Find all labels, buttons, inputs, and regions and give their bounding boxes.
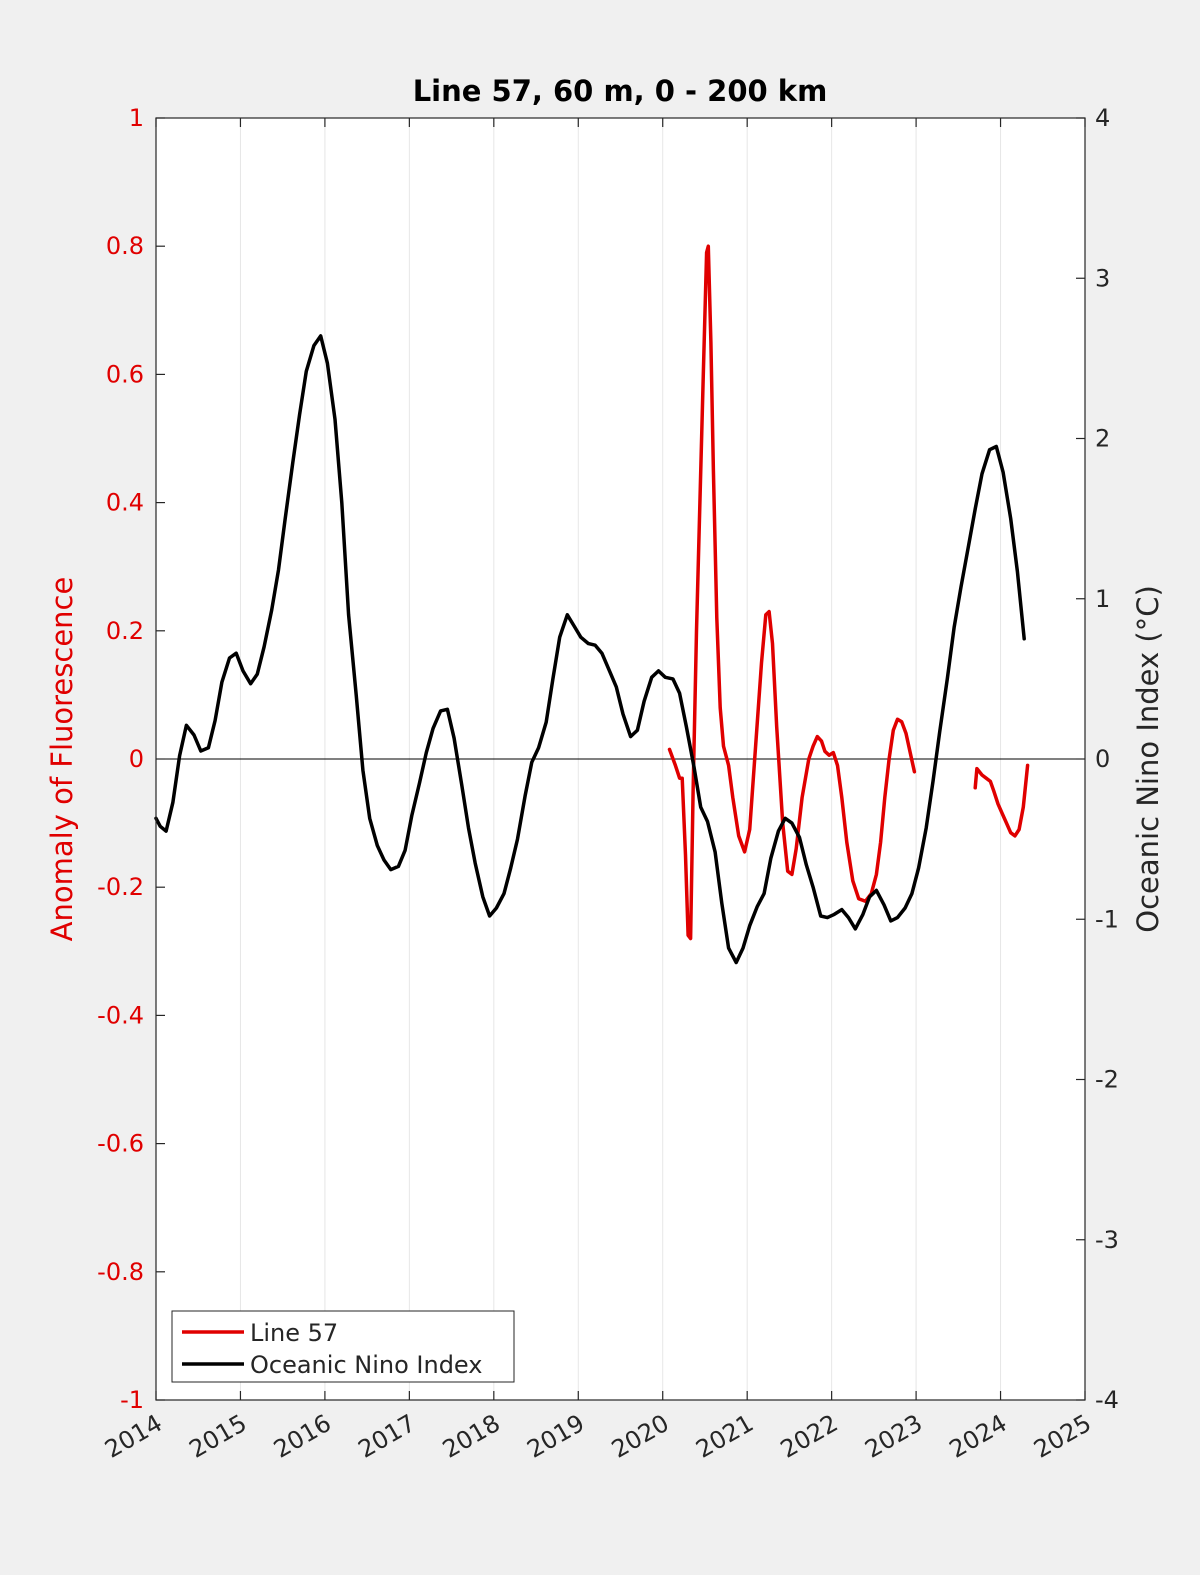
y-left-tick-label: -0.6 bbox=[97, 1130, 144, 1158]
x-tick-label: 2014 bbox=[100, 1409, 167, 1464]
legend-label-line57: Line 57 bbox=[250, 1319, 338, 1347]
y-right-tick-label: 1 bbox=[1095, 585, 1110, 613]
x-tick-label: 2015 bbox=[185, 1409, 252, 1464]
x-tick-label: 2024 bbox=[945, 1409, 1012, 1464]
y-left-tick-label: 0.6 bbox=[106, 360, 144, 388]
y-right-tick-label: -3 bbox=[1095, 1226, 1119, 1254]
x-tick-label: 2016 bbox=[269, 1409, 336, 1464]
x-tick-label: 2019 bbox=[522, 1409, 589, 1464]
x-tick-label: 2017 bbox=[353, 1409, 420, 1464]
y-right-tick-label: -2 bbox=[1095, 1066, 1119, 1094]
legend-label-oni: Oceanic Nino Index bbox=[250, 1351, 482, 1379]
series-line57-segment bbox=[667, 244, 917, 941]
y-right-tick-label: -4 bbox=[1095, 1386, 1119, 1414]
x-tick-label: 2025 bbox=[1029, 1409, 1096, 1464]
x-tick-label: 2020 bbox=[607, 1409, 674, 1464]
y-axis-right-label: Oceanic Nino Index (°C) bbox=[1131, 585, 1165, 933]
series-layer bbox=[154, 244, 1030, 965]
y-left-tick-label: -1 bbox=[120, 1386, 144, 1414]
y-axis-left-label: Anomaly of Fluorescence bbox=[45, 577, 79, 942]
y-right-tick-label: 3 bbox=[1095, 264, 1110, 292]
y-left-tick-label: 0 bbox=[129, 745, 144, 773]
y-left-tick-label: -0.4 bbox=[97, 1001, 144, 1029]
y-left-tick-label: 0.8 bbox=[106, 232, 144, 260]
y-right-tick-label: -1 bbox=[1095, 905, 1119, 933]
x-tick-label: 2021 bbox=[691, 1409, 758, 1464]
y-left-tick-label: 0.2 bbox=[106, 617, 144, 645]
y-right-tick-label: 2 bbox=[1095, 425, 1110, 453]
y-left-tick-label: -0.2 bbox=[97, 873, 144, 901]
y-left-tick-label: 0.4 bbox=[106, 489, 144, 517]
y-right-tick-label: 4 bbox=[1095, 104, 1110, 132]
legend-box bbox=[171, 1310, 515, 1383]
y-left-tick-label: -0.8 bbox=[97, 1258, 144, 1286]
y-left-tick-label: 1 bbox=[129, 104, 144, 132]
y-right-tick-label: 0 bbox=[1095, 745, 1110, 773]
chart-title: Line 57, 60 m, 0 - 200 km bbox=[413, 74, 828, 108]
series-line57-segment bbox=[973, 763, 1030, 838]
x-tick-label: 2022 bbox=[776, 1409, 843, 1464]
series-oni-segment bbox=[154, 334, 1026, 965]
x-tick-label: 2018 bbox=[438, 1409, 505, 1464]
legend: Line 57 Oceanic Nino Index bbox=[171, 1310, 515, 1383]
x-tick-label: 2023 bbox=[860, 1409, 927, 1464]
